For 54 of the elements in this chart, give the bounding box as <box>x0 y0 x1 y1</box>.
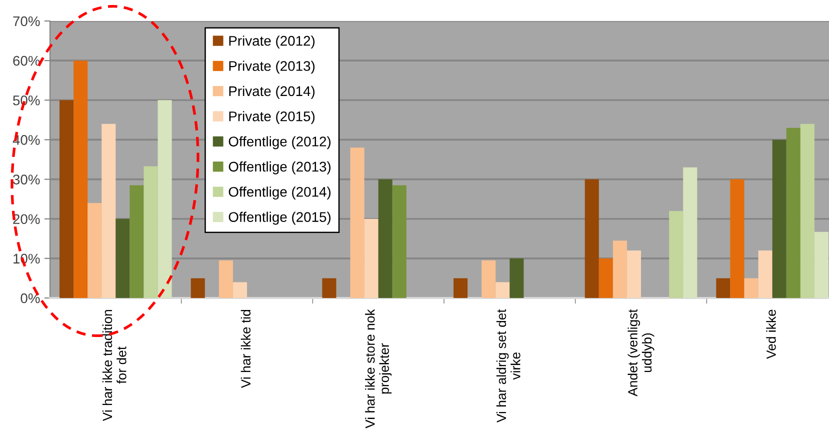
y-tick-label: 50% <box>13 95 40 106</box>
bar <box>190 278 205 298</box>
bar <box>74 60 88 298</box>
bar <box>130 185 144 298</box>
x-tick-label: Vi har ikke tradition for det <box>102 310 126 422</box>
legend-label: Offentlige (2013) <box>228 161 330 174</box>
x-tick-label: Vi har aldrig set det virke <box>496 309 520 422</box>
bar <box>232 282 247 298</box>
bar <box>510 258 524 298</box>
y-tick-label: 0% <box>20 293 40 304</box>
bar <box>758 250 772 298</box>
bar <box>116 218 130 298</box>
bar <box>350 148 364 298</box>
bar <box>612 240 627 298</box>
y-tick-label: 70% <box>13 16 40 26</box>
legend-label: Private (2014) <box>229 86 315 99</box>
bar <box>716 278 730 298</box>
y-tick-label: 60% <box>13 56 40 66</box>
bar <box>322 278 336 298</box>
x-tick-label: Vi har ikke store nok projekter <box>365 309 392 428</box>
bar <box>669 210 684 298</box>
bar <box>218 260 233 298</box>
bar <box>744 278 758 298</box>
bar <box>482 260 496 298</box>
legend-label: Offentlige (2012) <box>228 136 330 150</box>
y-tick-label: 20% <box>13 214 40 224</box>
x-tick-label: Ved ikke <box>766 310 776 359</box>
bar <box>158 100 172 298</box>
bar <box>786 128 800 298</box>
x-tick-label: Vi har ikke tid <box>240 310 251 388</box>
legend-label: Offentlige (2015) <box>228 212 330 225</box>
bar <box>730 179 744 298</box>
bar <box>392 185 406 298</box>
bar <box>102 124 116 298</box>
legend-label: Private (2012) <box>229 36 315 49</box>
x-tick-label: Andet (venligst uddyb) <box>628 309 654 396</box>
legend-label: Private (2013) <box>229 60 315 74</box>
bar <box>598 258 613 298</box>
y-tick-label: 30% <box>13 174 40 184</box>
bar <box>60 100 74 298</box>
bar <box>496 282 510 298</box>
legend-label: Offentlige (2014) <box>228 186 330 200</box>
bar <box>364 218 378 298</box>
bar <box>814 232 828 298</box>
bar <box>626 250 641 298</box>
bar <box>454 278 468 298</box>
bar <box>378 179 392 298</box>
bar <box>144 166 158 298</box>
bar <box>772 140 786 298</box>
bar <box>800 124 814 298</box>
bar <box>683 167 698 298</box>
legend-label: Private (2015) <box>229 111 315 124</box>
bar <box>584 179 599 298</box>
bar <box>88 203 102 298</box>
